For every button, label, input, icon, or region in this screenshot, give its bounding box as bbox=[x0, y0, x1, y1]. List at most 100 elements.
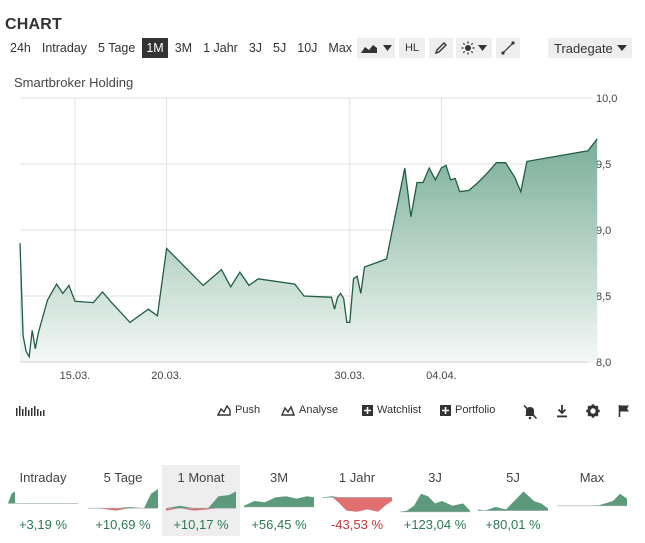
plus-box-icon bbox=[440, 404, 451, 416]
sparkline-gain bbox=[8, 491, 15, 504]
perf-tile-value: +3,19 % bbox=[18, 517, 68, 532]
range-5-tage[interactable]: 5 Tage bbox=[98, 41, 136, 55]
sparkline bbox=[244, 496, 314, 508]
range-24h[interactable]: 24h bbox=[10, 41, 31, 55]
chart-type-button[interactable] bbox=[357, 38, 395, 58]
range-intraday[interactable]: Intraday bbox=[41, 41, 88, 55]
plus-box-icon bbox=[362, 404, 373, 416]
perf-tile-label: 3J bbox=[428, 470, 442, 485]
x-tick-label: 20.03. bbox=[151, 370, 182, 382]
download-button[interactable] bbox=[556, 404, 572, 418]
price-chart[interactable]: 10,0 9,5 9,0 8,5 8,0 15.03. 20.03. 30.03. 04.04. bbox=[0, 88, 645, 388]
hl-label: HL bbox=[404, 42, 420, 54]
range-1m[interactable]: 1M bbox=[142, 38, 168, 58]
theme-button[interactable] bbox=[456, 38, 492, 58]
analyse-label: Analyse bbox=[299, 404, 339, 416]
portfolio-label: Portfolio bbox=[455, 404, 496, 416]
performance-strip: Intraday +3,19 % 5 Tage +10,69 % 1 Monat +10,… bbox=[0, 465, 645, 536]
x-tick-label: 30.03. bbox=[335, 370, 366, 382]
perf-tile-5-tage[interactable]: 5 Tage +10,69 % bbox=[84, 465, 162, 536]
range-5j[interactable]: 5J bbox=[273, 41, 287, 55]
exchange-value: Tradegate bbox=[554, 40, 613, 56]
sparkline bbox=[166, 491, 236, 511]
perf-tile-label: 5J bbox=[506, 470, 520, 485]
trendline-icon bbox=[501, 41, 515, 55]
bars-icon bbox=[16, 406, 45, 416]
sparkline bbox=[88, 489, 158, 511]
x-tick-label: 15.03. bbox=[60, 370, 91, 382]
trendline-button[interactable] bbox=[496, 38, 520, 58]
draw-button[interactable] bbox=[429, 38, 453, 58]
sparkline-loss bbox=[166, 508, 236, 511]
perf-tile-value: +10,17 % bbox=[173, 517, 229, 532]
range-3j[interactable]: 3J bbox=[248, 41, 263, 55]
perf-tile-3j[interactable]: 3J +123,04 % bbox=[396, 465, 474, 536]
sparkline-loss bbox=[322, 497, 392, 512]
analyse-icon bbox=[281, 405, 295, 416]
y-tick-label: 8,5 bbox=[596, 291, 611, 303]
perf-tile-value: +123,04 % bbox=[403, 517, 467, 532]
sparkline-gain bbox=[88, 489, 158, 509]
portfolio-button[interactable]: Portfolio bbox=[440, 404, 495, 416]
gear-icon bbox=[586, 404, 600, 418]
instrument-name: Smartbroker Holding bbox=[14, 75, 134, 90]
perf-tile-5j[interactable]: 5J +80,01 % bbox=[474, 465, 552, 536]
perf-tile-3m[interactable]: 3M +56,45 % bbox=[240, 465, 318, 536]
y-tick-label: 9,0 bbox=[596, 225, 611, 237]
perf-tile-label: 3M bbox=[269, 470, 289, 485]
range-1-jahr[interactable]: 1 Jahr bbox=[203, 41, 238, 55]
push-button[interactable]: Push bbox=[217, 404, 260, 416]
exchange-select[interactable]: Tradegate bbox=[548, 38, 632, 58]
sparkline bbox=[557, 493, 627, 507]
settings-button[interactable] bbox=[586, 404, 604, 418]
chevron-down-icon bbox=[617, 45, 627, 51]
perf-tile-value: -43,53 % bbox=[330, 517, 384, 532]
range-max[interactable]: Max bbox=[328, 41, 353, 55]
push-icon bbox=[217, 404, 231, 416]
sparkline bbox=[322, 496, 392, 512]
hl-toggle-button[interactable]: HL bbox=[399, 38, 425, 58]
perf-tile-label: 5 Tage bbox=[103, 470, 143, 485]
perf-tile-value: +56,45 % bbox=[251, 517, 307, 532]
range-3m[interactable]: 3M bbox=[174, 41, 193, 55]
perf-tile-value: +10,69 % bbox=[95, 517, 151, 532]
perf-tile-1-monat[interactable]: 1 Monat +10,17 % bbox=[162, 465, 240, 536]
range-10j[interactable]: 10J bbox=[297, 41, 318, 55]
chevron-down-icon bbox=[383, 45, 392, 51]
flag-icon bbox=[618, 405, 629, 417]
sparkline bbox=[8, 491, 78, 504]
sparkline-loss bbox=[88, 508, 158, 511]
watchlist-label: Watchlist bbox=[377, 404, 422, 416]
x-tick-label: 04.04. bbox=[426, 370, 457, 382]
perf-tile-label: 1 Monat bbox=[177, 470, 225, 485]
sparkline-gain bbox=[557, 493, 627, 506]
watchlist-button[interactable]: Watchlist bbox=[362, 404, 421, 416]
perf-tile-value: +80,01 % bbox=[485, 517, 541, 532]
perf-tile-label: Max bbox=[579, 470, 605, 485]
y-tick-label: 9,5 bbox=[596, 159, 611, 171]
perf-tile-intraday[interactable]: Intraday +3,19 % bbox=[4, 465, 82, 536]
perf-tile-label: 1 Jahr bbox=[338, 470, 376, 485]
sparkline-gain bbox=[166, 491, 236, 509]
sparkline-gain bbox=[478, 491, 548, 511]
indicator-button[interactable] bbox=[15, 404, 49, 416]
alarm-off-button[interactable] bbox=[522, 404, 542, 420]
flag-button[interactable] bbox=[618, 404, 634, 418]
analyse-button[interactable]: Analyse bbox=[281, 404, 338, 416]
sparkline-gain bbox=[244, 496, 314, 507]
page-title: CHART bbox=[5, 16, 62, 33]
sparkline bbox=[478, 491, 548, 511]
perf-tile-max[interactable]: Max bbox=[553, 465, 631, 536]
bell-off-icon bbox=[523, 404, 538, 420]
perf-tile-label: Intraday bbox=[19, 470, 67, 485]
push-label: Push bbox=[235, 404, 261, 416]
sun-icon bbox=[461, 41, 475, 55]
chevron-down-icon bbox=[478, 45, 487, 51]
y-tick-label: 8,0 bbox=[596, 357, 611, 369]
price-area-fill bbox=[20, 138, 598, 362]
price-line bbox=[19, 138, 598, 359]
area-chart-icon bbox=[361, 45, 377, 53]
chart-action-bar: Push Analyse Watchlist Portfolio bbox=[0, 404, 645, 422]
perf-tile-1-jahr[interactable]: 1 Jahr -43,53 % bbox=[318, 465, 396, 536]
download-icon bbox=[557, 405, 567, 418]
